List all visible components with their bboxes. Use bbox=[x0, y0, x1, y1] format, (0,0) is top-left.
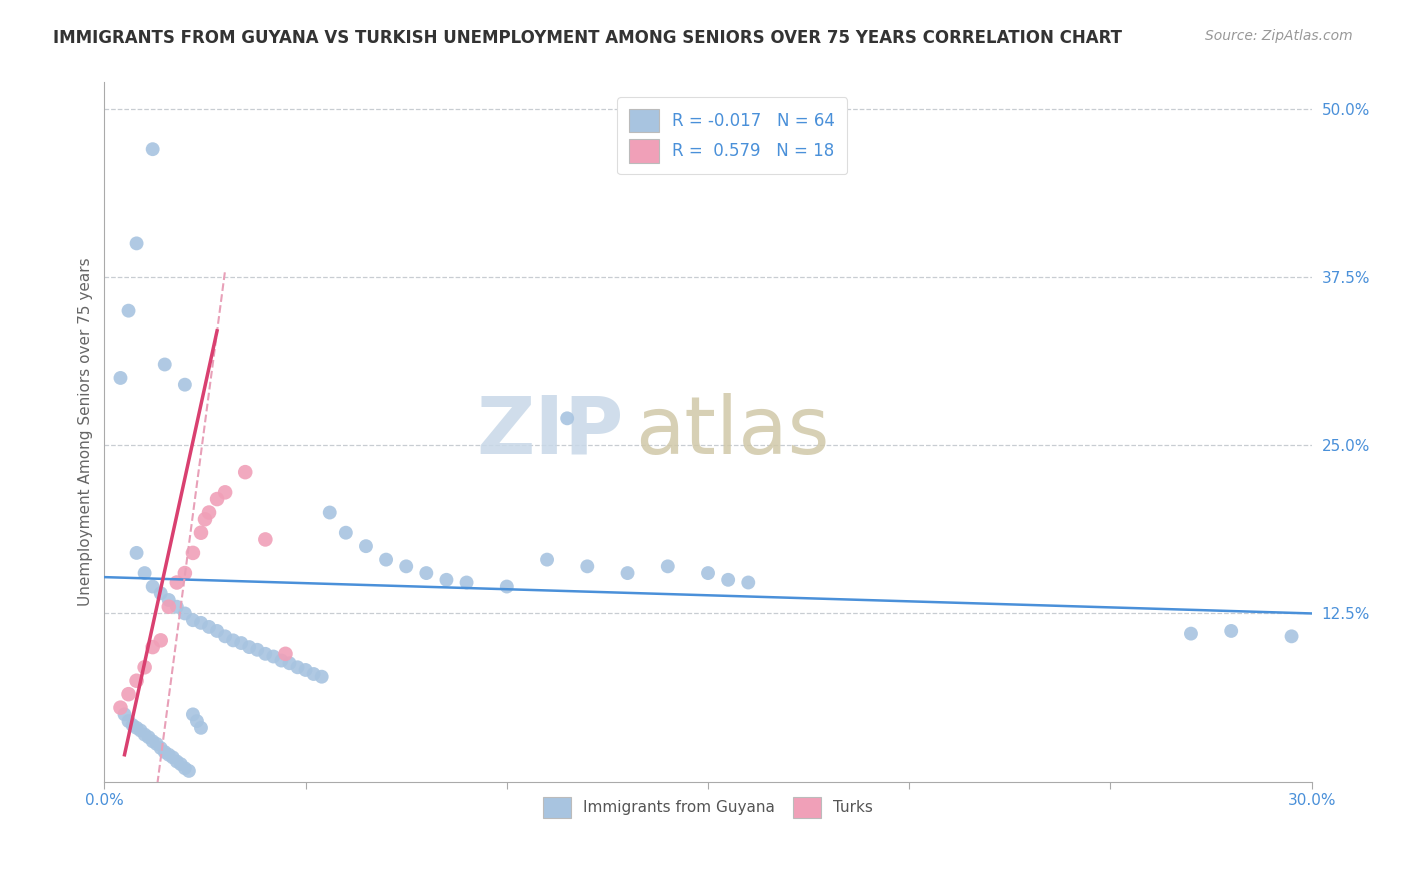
Text: IMMIGRANTS FROM GUYANA VS TURKISH UNEMPLOYMENT AMONG SENIORS OVER 75 YEARS CORRE: IMMIGRANTS FROM GUYANA VS TURKISH UNEMPL… bbox=[53, 29, 1122, 46]
Point bbox=[181, 546, 204, 560]
Point bbox=[142, 142, 165, 156]
Point bbox=[166, 755, 188, 769]
Point bbox=[278, 657, 301, 671]
Point bbox=[198, 620, 221, 634]
Point bbox=[190, 721, 212, 735]
Point bbox=[117, 687, 139, 701]
Text: Source: ZipAtlas.com: Source: ZipAtlas.com bbox=[1205, 29, 1353, 43]
Point bbox=[233, 465, 256, 479]
Legend: Immigrants from Guyana, Turks: Immigrants from Guyana, Turks bbox=[537, 790, 879, 824]
Point bbox=[311, 670, 333, 684]
Point bbox=[149, 633, 172, 648]
Point bbox=[302, 667, 325, 681]
Point bbox=[149, 586, 172, 600]
Point bbox=[129, 723, 152, 738]
Point bbox=[190, 525, 212, 540]
Point bbox=[254, 533, 277, 547]
Point bbox=[190, 615, 212, 630]
Point bbox=[134, 660, 156, 674]
Point bbox=[555, 411, 578, 425]
Point bbox=[125, 673, 148, 688]
Point bbox=[576, 559, 599, 574]
Point bbox=[138, 731, 160, 745]
Point bbox=[198, 506, 221, 520]
Point bbox=[294, 663, 316, 677]
Point bbox=[1180, 626, 1202, 640]
Point bbox=[222, 633, 245, 648]
Point bbox=[246, 642, 269, 657]
Point bbox=[166, 599, 188, 614]
Text: atlas: atlas bbox=[636, 392, 830, 471]
Y-axis label: Unemployment Among Seniors over 75 years: Unemployment Among Seniors over 75 years bbox=[79, 258, 93, 606]
Point bbox=[456, 575, 478, 590]
Point bbox=[262, 649, 284, 664]
Point bbox=[214, 629, 236, 643]
Point bbox=[173, 607, 195, 621]
Point bbox=[395, 559, 418, 574]
Point bbox=[274, 647, 297, 661]
Point bbox=[142, 734, 165, 748]
Point bbox=[157, 599, 180, 614]
Point bbox=[205, 491, 228, 506]
Point bbox=[177, 764, 200, 778]
Point bbox=[1281, 629, 1303, 643]
Point bbox=[162, 750, 184, 764]
Point bbox=[205, 624, 228, 638]
Point bbox=[121, 718, 143, 732]
Point bbox=[231, 636, 253, 650]
Point bbox=[354, 539, 377, 553]
Point bbox=[415, 566, 437, 580]
Point bbox=[142, 580, 165, 594]
Point bbox=[436, 573, 458, 587]
Point bbox=[238, 640, 260, 654]
Point bbox=[335, 525, 357, 540]
Point bbox=[616, 566, 638, 580]
Point bbox=[536, 552, 558, 566]
Point bbox=[495, 580, 517, 594]
Point bbox=[1220, 624, 1243, 638]
Point bbox=[173, 377, 195, 392]
Point bbox=[254, 647, 277, 661]
Point bbox=[110, 700, 132, 714]
Point bbox=[117, 303, 139, 318]
Point bbox=[125, 721, 148, 735]
Point bbox=[375, 552, 398, 566]
Point bbox=[153, 358, 176, 372]
Point bbox=[153, 745, 176, 759]
Point bbox=[181, 707, 204, 722]
Point bbox=[142, 640, 165, 654]
Point bbox=[166, 575, 188, 590]
Point bbox=[214, 485, 236, 500]
Point bbox=[114, 707, 136, 722]
Point bbox=[157, 747, 180, 762]
Point bbox=[149, 741, 172, 756]
Point bbox=[134, 728, 156, 742]
Point bbox=[134, 566, 156, 580]
Text: ZIP: ZIP bbox=[477, 392, 623, 471]
Point bbox=[657, 559, 679, 574]
Point bbox=[287, 660, 309, 674]
Point bbox=[270, 654, 292, 668]
Point bbox=[173, 761, 195, 775]
Point bbox=[319, 506, 342, 520]
Point bbox=[181, 613, 204, 627]
Point bbox=[145, 737, 167, 751]
Point bbox=[157, 593, 180, 607]
Point bbox=[117, 714, 139, 728]
Point bbox=[110, 371, 132, 385]
Point bbox=[737, 575, 759, 590]
Point bbox=[125, 236, 148, 251]
Point bbox=[186, 714, 208, 728]
Point bbox=[173, 566, 195, 580]
Point bbox=[194, 512, 217, 526]
Point bbox=[125, 546, 148, 560]
Point bbox=[717, 573, 740, 587]
Point bbox=[697, 566, 720, 580]
Point bbox=[170, 757, 193, 772]
